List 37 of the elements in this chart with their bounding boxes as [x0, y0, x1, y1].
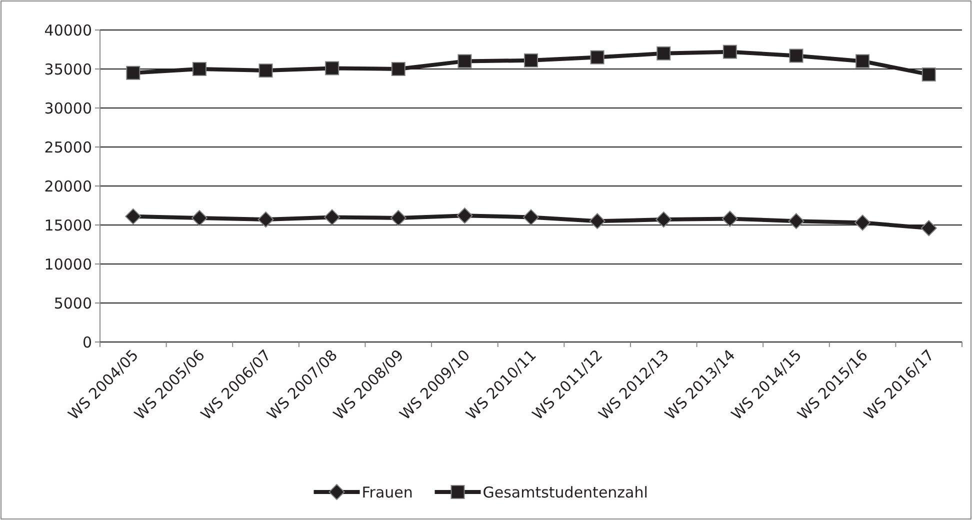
point: [922, 67, 936, 82]
point: [656, 212, 672, 228]
legend-label: Frauen: [362, 483, 413, 502]
point: [656, 46, 671, 60]
point: [523, 209, 539, 226]
y-tick-label: 15000: [44, 216, 92, 234]
point: [391, 62, 406, 76]
point: [126, 66, 140, 80]
point: [722, 44, 737, 59]
point: [524, 53, 538, 68]
point: [458, 54, 472, 68]
point: [324, 209, 340, 226]
y-tick-label: 30000: [44, 99, 92, 118]
point: [258, 64, 273, 78]
y-tick-label: 40000: [44, 21, 92, 40]
point: [390, 210, 406, 226]
y-tick-label: 20000: [44, 177, 92, 196]
point: [789, 48, 804, 63]
y-tick-label: 35000: [44, 60, 92, 78]
point: [325, 61, 340, 76]
point: [456, 208, 473, 224]
point: [854, 214, 871, 231]
point: [125, 208, 142, 224]
point: [856, 54, 870, 68]
y-tick-label: 25000: [44, 138, 92, 156]
y-tick-label: 0: [82, 333, 92, 352]
point: [192, 62, 206, 76]
point: [920, 220, 937, 236]
point: [590, 50, 604, 64]
point: [722, 210, 738, 227]
point: [788, 213, 804, 230]
point: [191, 210, 208, 226]
legend-label: Gesamtstudentenzahl: [482, 483, 648, 502]
y-tick-label: 5000: [54, 294, 92, 312]
y-tick-label: 10000: [44, 255, 92, 274]
point: [258, 212, 274, 228]
point: [589, 213, 606, 230]
